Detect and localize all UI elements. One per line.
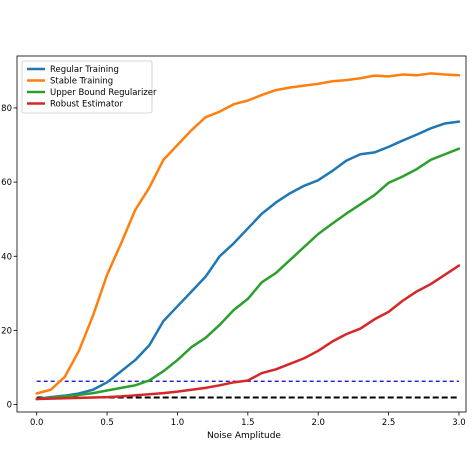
legend-box	[21, 60, 153, 114]
x-tick-label: 3.0	[452, 418, 466, 428]
y-tick-label: 0	[7, 401, 12, 411]
y-tick-label: 20	[1, 326, 12, 336]
legend-label-2: Stable Training	[50, 77, 113, 87]
x-tick-label: 1.5	[241, 418, 255, 428]
x-tick-label: 2.5	[382, 418, 396, 428]
y-tick-label: 40	[1, 252, 12, 262]
x-tick-label: 0.0	[30, 418, 44, 428]
x-tick-label: 2.0	[311, 418, 325, 428]
y-tick-label: 80	[1, 104, 12, 114]
legend-label-3: Upper Bound Regularizer	[50, 88, 157, 98]
x-axis-label: Noise Amplitude	[207, 431, 281, 441]
y-tick-label: 60	[1, 178, 12, 188]
series-line-3	[35, 147, 461, 401]
x-tick-label: 0.5	[100, 418, 114, 428]
series-line-1	[35, 120, 461, 401]
y-axis-ticks: 0 20 40 60 80	[1, 104, 17, 411]
x-axis-ticks: 0.0 0.5 1.0 1.5 2.0 2.5 3.0	[30, 412, 466, 428]
series-line-4	[35, 264, 461, 401]
x-tick-label: 1.0	[171, 418, 185, 428]
legend-label-1: Regular Training	[50, 65, 119, 75]
legend-label-4: Robust Estimator	[50, 100, 123, 110]
plot-frame	[16, 55, 467, 413]
series-lines	[35, 72, 461, 401]
series-line-2	[35, 72, 461, 395]
